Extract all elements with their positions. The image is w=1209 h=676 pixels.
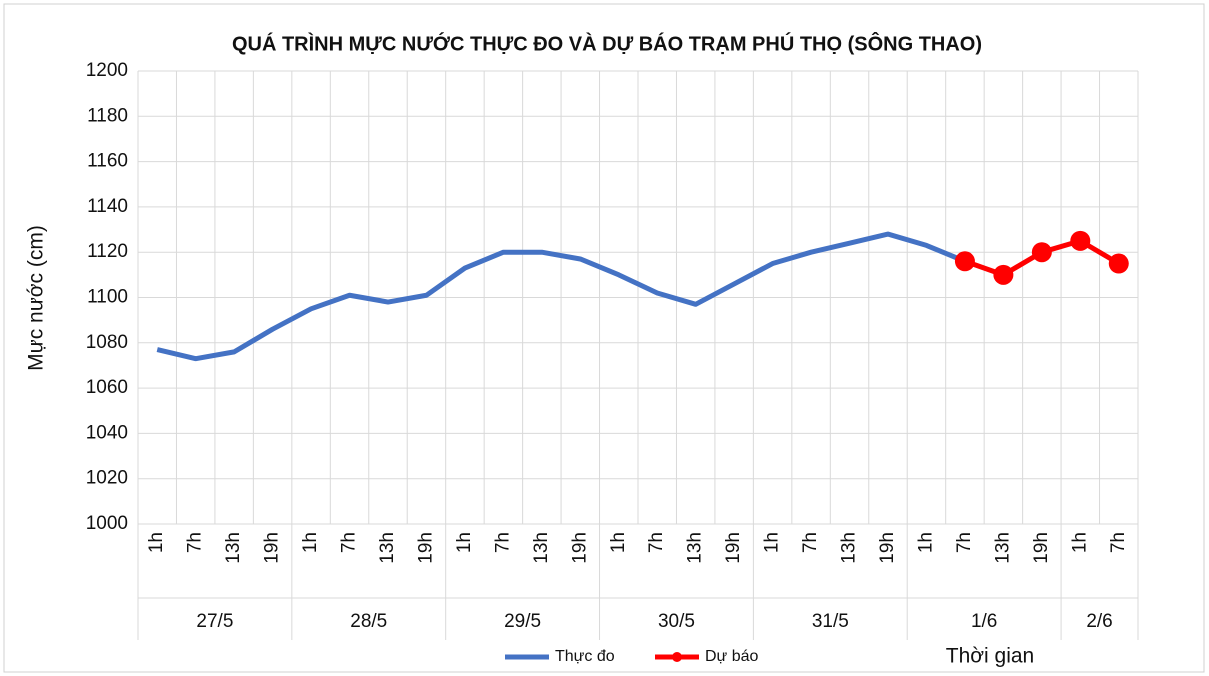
x-tick-label: 7h — [1108, 532, 1129, 553]
x-tick-label: 1h — [300, 532, 321, 553]
y-tick-label: 1080 — [86, 332, 128, 353]
x-tick-label: 7h — [492, 532, 513, 553]
y-tick-label: 1160 — [87, 151, 128, 172]
group-label: 30/5 — [658, 611, 695, 632]
y-tick-label: 1040 — [86, 422, 128, 443]
group-label: 29/5 — [504, 611, 541, 632]
x-tick-label: 7h — [339, 532, 360, 553]
y-tick-label: 1140 — [87, 196, 128, 217]
chart-title: QUÁ TRÌNH MỰC NƯỚC THỰC ĐO VÀ DỰ BÁO TRẠ… — [232, 31, 982, 55]
x-tick-label: 19h — [569, 532, 590, 564]
x-tick-label: 1h — [146, 532, 167, 553]
x-tick-label: 1h — [608, 532, 629, 553]
x-tick-label: 7h — [646, 532, 667, 553]
x-tick-label: 1h — [762, 532, 783, 553]
series-line — [156, 231, 966, 362]
group-label: 1/6 — [971, 611, 997, 632]
group-label: 27/5 — [196, 611, 233, 632]
legend-label: Dự báo — [705, 648, 759, 665]
series-marker — [1108, 253, 1129, 274]
legend-label: Thực đo — [555, 648, 615, 665]
x-tick-label: 7h — [800, 532, 821, 553]
group-label: 31/5 — [812, 611, 849, 632]
series-marker — [1070, 230, 1091, 251]
x-axis-label: Thời gian — [946, 645, 1034, 668]
x-tick-label: 7h — [185, 532, 206, 553]
x-tick-label: 7h — [954, 532, 975, 553]
legend-marker — [672, 652, 682, 662]
x-tick-label: 13h — [223, 532, 244, 564]
y-tick-label: 1060 — [86, 377, 128, 398]
y-tick-label: 1020 — [86, 468, 128, 489]
group-label: 2/6 — [1086, 611, 1112, 632]
x-tick-label: 13h — [839, 532, 860, 564]
series-marker — [954, 251, 975, 272]
x-tick-label: 19h — [415, 532, 436, 564]
x-tick-label: 13h — [685, 532, 706, 564]
chart-frame — [3, 3, 1205, 673]
x-tick-label: 19h — [723, 532, 744, 564]
x-tick-label: 13h — [377, 532, 398, 564]
x-tick-label: 1h — [1069, 532, 1090, 553]
x-tick-label: 13h — [992, 532, 1013, 564]
x-tick-label: 1h — [454, 532, 475, 553]
x-tick-label: 19h — [262, 532, 283, 564]
y-tick-label: 1000 — [86, 513, 128, 534]
y-tick-label: 1200 — [86, 60, 128, 81]
y-axis-label: Mực nước (cm) — [25, 225, 48, 371]
x-tick-label: 19h — [877, 532, 898, 564]
series-marker — [993, 264, 1014, 285]
y-tick-label: 1100 — [87, 287, 128, 308]
y-tick-label: 1120 — [87, 241, 128, 262]
y-tick-label: 1180 — [87, 105, 128, 126]
x-tick-label: 13h — [531, 532, 552, 564]
x-tick-label: 1h — [915, 532, 936, 553]
group-label: 28/5 — [350, 611, 387, 632]
series-marker — [1031, 242, 1052, 263]
x-tick-label: 19h — [1031, 532, 1052, 564]
